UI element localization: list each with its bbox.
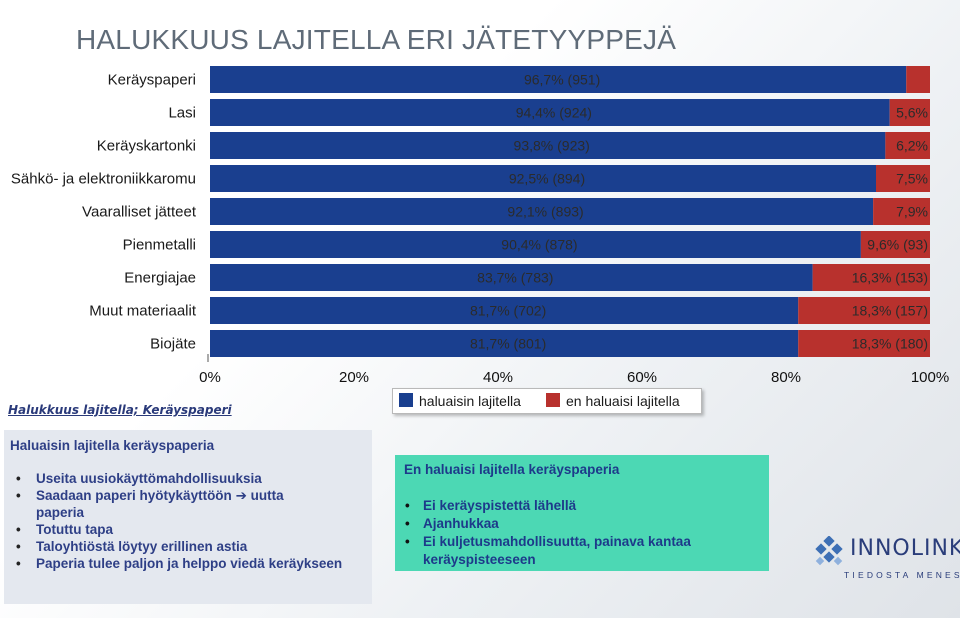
list-item: Ei kuljetusmahdollisuutta, painava kanta… (403, 533, 763, 569)
list-item: Useita uusiokäyttömahdollisuuksia (14, 470, 364, 487)
list-item: Taloyhtiöstä löytyy erillinen astia (14, 538, 364, 555)
x-tick-label: 60% (627, 369, 657, 386)
willing-reasons-list: Useita uusiokäyttömahdollisuuksia Saadaa… (14, 470, 364, 572)
category-label: Keräyspaperi (108, 72, 196, 89)
x-tick-label: 80% (771, 369, 801, 386)
category-label: Energiajae (124, 270, 196, 287)
list-item-text: Saadaan paperi hyötykäyttöön (36, 488, 232, 503)
unwilling-panel-heading: En haluaisi lajitella keräyspaperia (404, 462, 620, 477)
bar-segment-willing (210, 198, 874, 225)
list-item: Totuttu tapa (14, 521, 364, 538)
logo-name: INNOLINK (850, 536, 960, 561)
category-label: Muut materiaalit (89, 303, 197, 320)
bar-segment-unwilling (798, 330, 930, 357)
bar-value-label-willing: 94,4% (924) (516, 105, 592, 121)
bar-segment-unwilling (873, 198, 930, 225)
bar-value-label-unwilling: 16,3% (153) (852, 270, 928, 286)
bar-value-label-unwilling: 7,5% (896, 171, 928, 187)
bar-segment-unwilling (889, 99, 930, 126)
category-label: Pienmetalli (123, 237, 196, 254)
bar-segment-unwilling (906, 66, 930, 93)
list-item: Saadaan paperi hyötykäyttöön ➔ uutta pape… (14, 487, 364, 521)
unwilling-reasons-list: Ei keräyspistettä lähellä Ajanhukkaa Ei … (403, 497, 763, 569)
willing-reasons-panel: Haluaisin lajitella keräyspaperia Useita… (4, 430, 372, 604)
x-tick-label: 40% (483, 369, 513, 386)
bar-value-label-willing: 92,1% (893) (507, 204, 583, 220)
x-tick-label: 20% (339, 369, 369, 386)
bar-value-label-unwilling: 7,9% (896, 204, 928, 220)
bar-value-label-willing: 92,5% (894) (509, 171, 585, 187)
category-label: Lasi (168, 105, 196, 122)
bar-segment-unwilling (885, 132, 930, 159)
logo-tagline: TIEDOSTA MENESTYS (844, 570, 960, 580)
list-item: Ajanhukkaa (403, 515, 763, 533)
list-item-arrow-text: uutta (250, 488, 284, 503)
bar-segment-willing (210, 330, 799, 357)
list-item-continuation: paperia (36, 505, 85, 520)
category-label: Sähkö- ja elektroniikkaromu (11, 171, 196, 188)
legend-swatch-unwilling (546, 393, 560, 407)
page-title: HALUKKUUS LAJITELLA ERI JÄTETYYPPEJÄ (76, 24, 677, 55)
willing-panel-heading: Haluaisin lajitella keräyspaperia (10, 438, 215, 453)
bar-value-label-willing: 93,8% (923) (514, 138, 590, 154)
chart-subtitle: Halukkuus lajitella; Keräyspaperi (8, 403, 232, 417)
legend-label-unwilling: en haluaisi lajitella (566, 393, 680, 409)
bar-value-label-willing: 96,7% (951) (524, 72, 600, 88)
bar-segment-unwilling (860, 231, 930, 258)
bar-value-label-unwilling: 18,3% (157) (852, 303, 928, 319)
bar-segment-willing (210, 264, 813, 291)
bar-segment-willing (210, 165, 876, 192)
bar-value-label-unwilling: 18,3% (180) (852, 336, 928, 352)
bar-segment-willing (210, 99, 890, 126)
bar-segment-unwilling (876, 165, 930, 192)
bar-value-label-unwilling: 9,6% (93) (867, 237, 928, 253)
x-tick-label: 0% (199, 369, 221, 386)
category-label: Keräyskartonki (97, 138, 196, 155)
list-item: Ei keräyspistettä lähellä (403, 497, 763, 515)
category-label: Biojäte (150, 336, 196, 353)
bar-segment-willing (210, 297, 799, 324)
bar-value-label-willing: 90,4% (878) (501, 237, 577, 253)
arrow-right-icon: ➔ (235, 488, 247, 503)
bar-value-label-willing: 83,7% (783) (477, 270, 553, 286)
logo-mark-icon (815, 536, 843, 566)
bar-segment-willing (210, 66, 907, 93)
legend-swatch-willing (399, 393, 413, 407)
unwilling-reasons-panel: En haluaisi lajitella keräyspaperia Ei k… (395, 455, 769, 571)
bar-value-label-willing: 81,7% (702) (470, 303, 546, 319)
bar-segment-willing (210, 231, 861, 258)
chart-legend: haluaisin lajitella en haluaisi lajitell… (392, 388, 702, 414)
bar-value-label-unwilling: 5,6% (896, 105, 928, 121)
bar-value-label-unwilling: 6,2% (896, 138, 928, 154)
x-tick-label: 100% (911, 369, 949, 386)
bar-segment-unwilling (812, 264, 930, 291)
category-label: Vaaralliset jätteet (82, 204, 197, 221)
legend-label-willing: haluaisin lajitella (419, 393, 521, 409)
bar-value-label-willing: 81,7% (801) (470, 336, 546, 352)
innolink-logo: INNOLINK TIEDOSTA MENESTYS (812, 536, 960, 586)
bar-segment-unwilling (798, 297, 930, 324)
bar-segment-willing (210, 132, 886, 159)
list-item: Paperia tulee paljon ja helppo viedä ker… (14, 555, 364, 572)
